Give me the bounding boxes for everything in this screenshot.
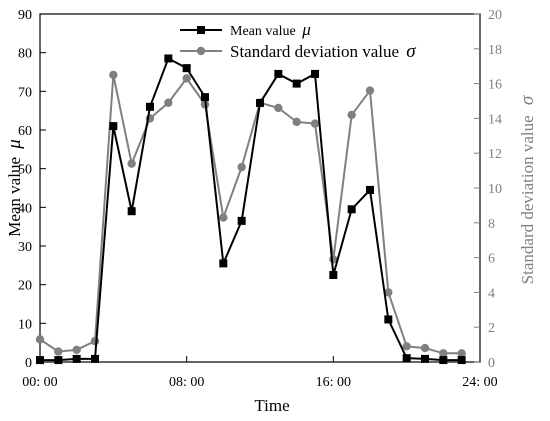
left-tick-label: 90 bbox=[18, 8, 32, 23]
data-point-sd bbox=[182, 74, 191, 83]
data-point-mean bbox=[274, 69, 283, 78]
left-tick-label: 30 bbox=[18, 240, 32, 255]
data-point-sd bbox=[54, 347, 63, 356]
series-line-sd bbox=[39, 73, 462, 355]
data-point-mean bbox=[182, 64, 191, 73]
data-point-mean bbox=[256, 98, 264, 107]
bottom-tick-label: 16: 00 bbox=[316, 375, 351, 390]
right-axis-title-symbol: σ bbox=[517, 95, 538, 105]
data-point-mean bbox=[127, 207, 136, 216]
left-axis-title: Mean value μ bbox=[4, 139, 25, 237]
data-point-mean bbox=[311, 69, 319, 78]
legend-label-sd: Standard deviation value bbox=[230, 42, 399, 61]
left-tick-label: 80 bbox=[18, 47, 32, 62]
left-axis-title-symbol: μ bbox=[4, 139, 25, 150]
data-point-mean bbox=[292, 79, 301, 88]
data-point-mean bbox=[219, 259, 228, 268]
legend-marker-mean bbox=[197, 26, 205, 34]
x-axis-title: Time bbox=[254, 396, 289, 415]
data-point-mean bbox=[164, 54, 173, 63]
left-tick-label: 10 bbox=[18, 317, 32, 332]
data-point-mean bbox=[329, 271, 338, 279]
bottom-tick-label: 00: 00 bbox=[22, 375, 57, 390]
left-tick-label: 20 bbox=[18, 279, 32, 294]
left-axis: 0 10 20 30 40 50 60 70 80 90 bbox=[18, 8, 46, 371]
data-point-mean bbox=[366, 185, 374, 194]
bottom-axis: 00: 00 08: 00 16: 00 24: 00 bbox=[22, 356, 498, 390]
data-point-sd bbox=[274, 103, 283, 113]
data-point-sd bbox=[35, 335, 45, 344]
data-point-mean bbox=[347, 205, 356, 214]
right-axis: 0 2 4 6 8 10 12 14 16 18 20 bbox=[474, 8, 502, 371]
svg-text:Standard deviation value: Standard deviation value σ bbox=[230, 41, 416, 62]
data-point-sd bbox=[402, 342, 411, 351]
right-axis-title: Standard deviation value σ bbox=[517, 95, 538, 284]
left-tick-label: 60 bbox=[18, 124, 32, 139]
data-point-sd bbox=[420, 343, 430, 353]
data-point-mean bbox=[72, 354, 81, 363]
data-point-mean bbox=[384, 315, 393, 324]
legend-label-mean: Mean value bbox=[230, 24, 296, 39]
right-axis-title-text: Standard deviation value bbox=[518, 115, 537, 284]
data-point-mean bbox=[237, 216, 246, 225]
data-point-sd bbox=[90, 336, 100, 346]
right-tick-label: 14 bbox=[488, 112, 502, 127]
right-tick-label: 2 bbox=[488, 321, 495, 336]
bottom-tick-label: 24: 00 bbox=[462, 375, 497, 390]
data-point-sd bbox=[72, 345, 81, 355]
data-point-mean bbox=[109, 122, 118, 131]
data-point-sd bbox=[384, 288, 393, 297]
right-tick-label: 16 bbox=[488, 78, 502, 93]
legend-symbol-sd: σ bbox=[406, 41, 416, 62]
left-axis-title-text: Mean value bbox=[5, 157, 24, 237]
data-point-sd bbox=[219, 213, 228, 222]
right-tick-label: 20 bbox=[488, 8, 502, 23]
right-tick-label: 6 bbox=[488, 252, 495, 267]
series-layer bbox=[35, 54, 466, 365]
data-point-sd bbox=[237, 162, 246, 172]
data-point-mean bbox=[457, 356, 466, 365]
svg-text:Mean value μ: Mean value μ bbox=[4, 139, 25, 237]
left-tick-label: 0 bbox=[25, 356, 32, 371]
left-tick-label: 40 bbox=[18, 201, 32, 216]
data-point-sd bbox=[127, 159, 136, 168]
data-point-sd bbox=[292, 117, 301, 127]
left-tick-label: 70 bbox=[18, 85, 32, 100]
series-line-mean bbox=[40, 57, 462, 362]
data-point-mean bbox=[421, 354, 429, 363]
data-point-mean bbox=[54, 356, 63, 365]
data-point-sd bbox=[365, 86, 375, 95]
data-point-sd bbox=[439, 349, 448, 358]
data-point-sd bbox=[310, 119, 320, 128]
data-point-sd bbox=[164, 98, 173, 107]
right-tick-label: 10 bbox=[488, 182, 502, 197]
data-point-sd bbox=[347, 110, 356, 120]
data-point-sd bbox=[457, 349, 466, 358]
right-tick-label: 4 bbox=[488, 286, 495, 301]
data-point-mean bbox=[146, 102, 154, 111]
legend-symbol-mean: μ bbox=[301, 20, 311, 39]
left-tick-label: 50 bbox=[18, 163, 32, 178]
data-point-mean bbox=[201, 93, 209, 102]
data-point-mean bbox=[91, 354, 99, 363]
data-point-sd bbox=[109, 70, 118, 80]
right-tick-label: 0 bbox=[488, 356, 495, 371]
right-tick-label: 8 bbox=[488, 217, 495, 232]
data-point-mean bbox=[36, 356, 44, 365]
legend: Mean value μ Standard deviation value σ bbox=[180, 20, 416, 62]
svg-text:Mean value μ: Mean value μ bbox=[230, 20, 311, 39]
right-tick-label: 18 bbox=[488, 43, 502, 58]
bottom-tick-label: 08: 00 bbox=[169, 375, 204, 390]
data-point-mean bbox=[402, 354, 411, 363]
svg-text:Standard deviation value: Standard deviation value σ bbox=[517, 95, 538, 284]
legend-marker-sd bbox=[196, 46, 206, 56]
right-tick-label: 12 bbox=[488, 147, 502, 162]
data-point-mean bbox=[439, 356, 448, 365]
